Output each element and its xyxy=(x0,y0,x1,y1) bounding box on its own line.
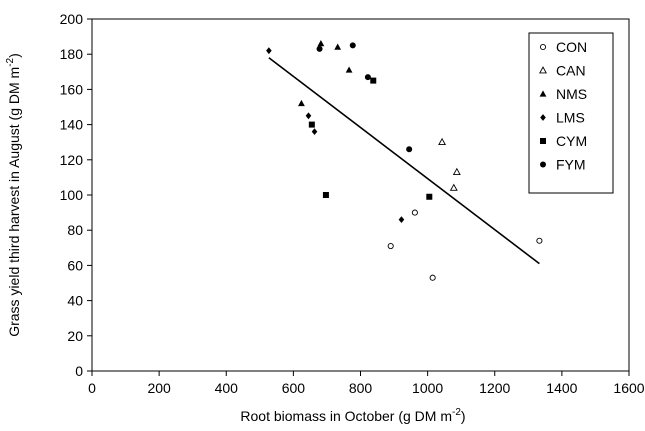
data-point-lms xyxy=(266,47,272,55)
data-point-fym xyxy=(316,45,323,52)
x-tick-label: 1200 xyxy=(479,380,510,396)
data-point-fym xyxy=(364,74,371,81)
data-point-fym xyxy=(406,146,413,153)
legend-marker-cym xyxy=(540,138,546,144)
data-point-lms xyxy=(311,128,318,136)
data-point-nms xyxy=(334,43,342,50)
data-point-nms xyxy=(345,66,353,73)
y-tick-label: 160 xyxy=(60,81,84,97)
data-point-can xyxy=(452,167,461,175)
data-point-fym xyxy=(349,42,356,49)
legend-label-can: CAN xyxy=(556,63,586,79)
x-tick-label: 0 xyxy=(88,380,96,396)
legend-label-fym: FYM xyxy=(556,157,586,173)
y-tick-label: 120 xyxy=(60,152,84,168)
data-point-lms xyxy=(398,216,405,224)
data-point-con xyxy=(429,274,436,281)
legend-marker-nms xyxy=(539,90,547,97)
data-point-can xyxy=(449,183,458,191)
legend-marker-con xyxy=(539,43,547,51)
x-tick-label: 800 xyxy=(349,380,373,396)
legend-label-lms: LMS xyxy=(556,110,585,126)
legend-marker-can xyxy=(539,66,547,74)
legend-label-cym: CYM xyxy=(556,133,587,149)
y-tick-label: 100 xyxy=(60,187,84,203)
y-tick-label: 140 xyxy=(60,117,84,133)
x-tick-label: 1000 xyxy=(412,380,443,396)
y-tick-label: 180 xyxy=(60,46,84,62)
y-tick-label: 0 xyxy=(75,363,83,379)
data-point-lms xyxy=(305,112,312,120)
data-point-con xyxy=(411,209,418,216)
x-tick-label: 200 xyxy=(147,380,171,396)
legend-label-con: CON xyxy=(556,39,587,55)
x-axis-title: Root biomass in October (g DM m-2) xyxy=(240,407,465,424)
data-point-cym xyxy=(308,121,315,128)
x-tick-label: 600 xyxy=(282,380,306,396)
y-tick-label: 60 xyxy=(67,257,83,273)
legend-marker-lms xyxy=(540,114,546,121)
data-point-con xyxy=(387,242,394,250)
data-point-can xyxy=(438,137,447,146)
data-point-cym xyxy=(370,77,377,84)
data-point-nms xyxy=(298,99,305,107)
data-point-nms xyxy=(317,40,325,47)
legend: CON CAN NMS LMS CYM FYM xyxy=(528,32,614,194)
data-point-cym xyxy=(426,193,433,200)
y-tick-label: 20 xyxy=(67,328,83,344)
x-tick-label: 1600 xyxy=(613,380,644,396)
trendline-group xyxy=(268,57,540,265)
y-axis: 0 20 40 60 80 100 120 140 160 180 200 xyxy=(60,11,92,379)
legend-label-nms: NMS xyxy=(556,86,587,102)
legend-marker-fym xyxy=(540,161,546,168)
x-axis: 0 200 400 600 800 1000 1200 1400 1600 xyxy=(88,371,645,396)
y-tick-label: 40 xyxy=(67,293,83,309)
y-tick-label: 200 xyxy=(60,11,84,27)
y-axis-title: Grass yield third harvest in August (g D… xyxy=(5,53,22,337)
data-points xyxy=(266,40,543,281)
data-point-cym xyxy=(322,192,329,198)
trendline xyxy=(268,57,540,265)
x-tick-label: 1400 xyxy=(546,380,577,396)
x-tick-label: 400 xyxy=(215,380,239,396)
y-tick-label: 80 xyxy=(67,222,83,238)
data-point-con xyxy=(536,237,543,244)
